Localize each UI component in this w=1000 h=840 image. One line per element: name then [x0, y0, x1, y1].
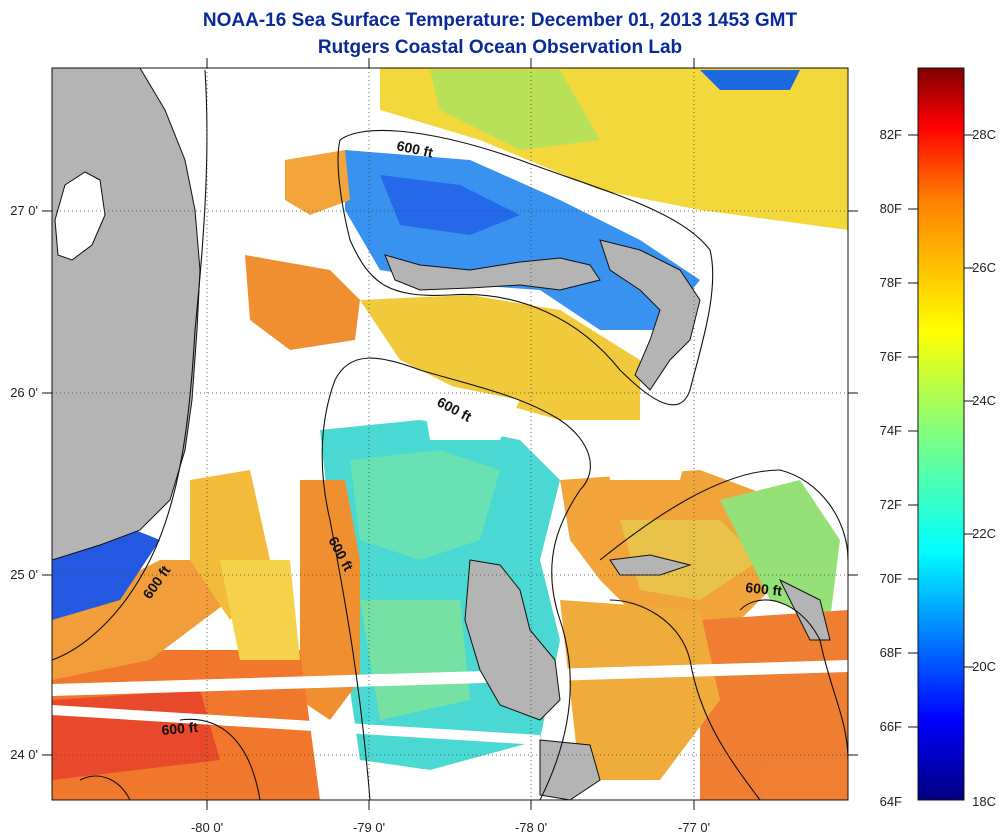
fahrenheit-label: 68F [880, 645, 902, 660]
latitude-labels: 27 0' 26 0' 25 0' 24 0' [10, 203, 38, 762]
map-title: NOAA-16 Sea Surface Temperature: Decembe… [202, 10, 798, 31]
graticule [52, 68, 848, 800]
lon-label: -80 0' [191, 820, 223, 835]
contour-label: 600 ft [745, 579, 783, 599]
contour-label: 600 ft [161, 719, 199, 738]
fahrenheit-label: 72F [880, 497, 902, 512]
cloud-mask [52, 100, 848, 745]
contour-label: 600 ft [395, 137, 434, 160]
lat-label: 25 0' [10, 567, 38, 582]
colorbar-fahrenheit-labels: 82F 80F 78F 76F 74F 72F 70F 68F 66F 64F [880, 127, 902, 809]
longitude-labels: -80 0' -79 0' -78 0' -77 0' [191, 820, 710, 835]
celsius-label: 24C [972, 393, 996, 408]
fahrenheit-label: 82F [880, 127, 902, 142]
celsius-label: 18C [972, 794, 996, 809]
map-border [51, 67, 849, 801]
colorbar-ticks [908, 134, 974, 728]
lon-label: -77 0' [678, 820, 710, 835]
map-ticks [42, 58, 858, 810]
lon-label: -79 0' [353, 820, 385, 835]
colorbar [917, 67, 965, 801]
celsius-label: 26C [972, 260, 996, 275]
fahrenheit-label: 78F [880, 275, 902, 290]
fahrenheit-label: 66F [880, 719, 902, 734]
fahrenheit-label: 80F [880, 201, 902, 216]
map-subtitle: Rutgers Coastal Ocean Observation Lab [317, 37, 683, 58]
sst-field [52, 68, 848, 800]
lat-label: 24 0' [10, 747, 38, 762]
celsius-label: 28C [972, 127, 996, 142]
lat-label: 27 0' [10, 203, 38, 218]
fahrenheit-label: 70F [880, 571, 902, 586]
lake-okeechobee [54, 171, 106, 261]
celsius-label: 20C [972, 659, 996, 674]
colorbar-celsius-labels: 28C 26C 24C 22C 20C 18C [972, 127, 996, 809]
fahrenheit-label: 64F [880, 794, 902, 809]
lat-label: 26 0' [10, 385, 38, 400]
isobath-contours [52, 69, 848, 800]
lon-label: -78 0' [515, 820, 547, 835]
celsius-label: 22C [972, 526, 996, 541]
fahrenheit-label: 76F [880, 349, 902, 364]
fahrenheit-label: 74F [880, 423, 902, 438]
